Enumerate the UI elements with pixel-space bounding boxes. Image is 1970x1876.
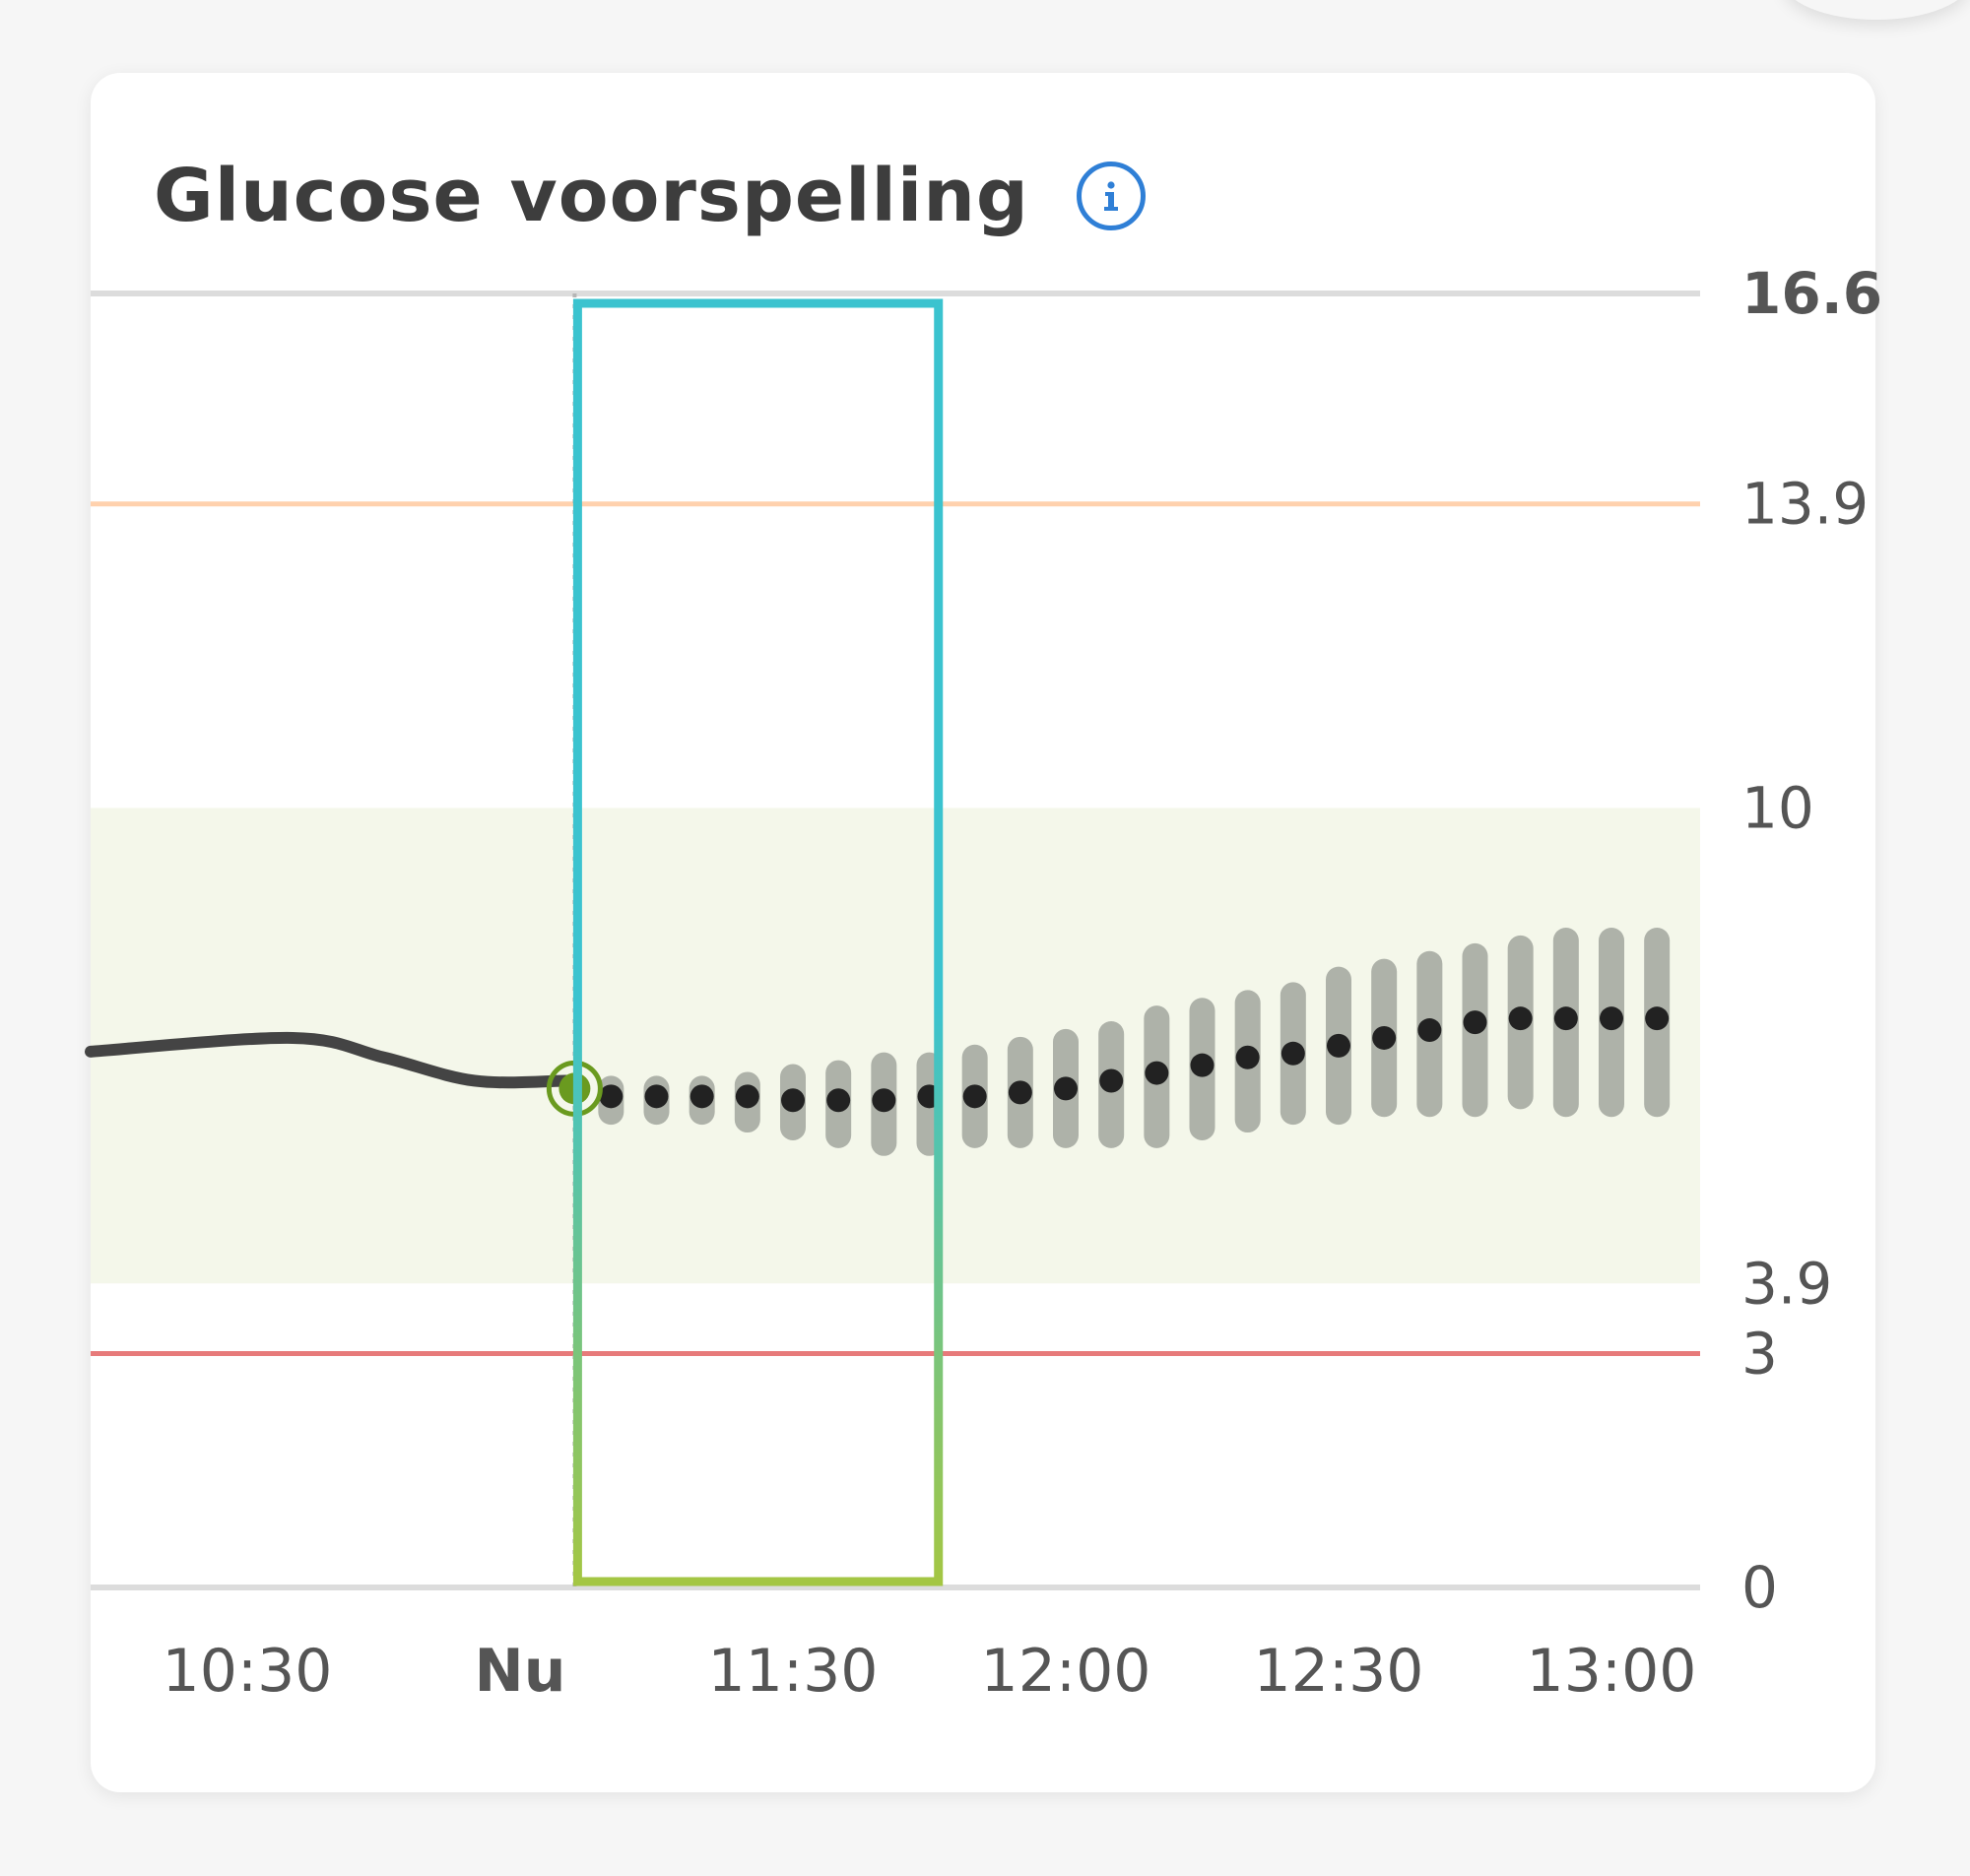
info-icon xyxy=(1103,181,1118,211)
info-button[interactable] xyxy=(1076,162,1146,230)
top-right-corner-shape xyxy=(1783,0,1970,20)
glucose-forecast-card: Glucose voorspelling xyxy=(91,73,1875,1792)
card-header: Glucose voorspelling xyxy=(154,142,1146,250)
card-title: Glucose voorspelling xyxy=(154,154,1029,238)
